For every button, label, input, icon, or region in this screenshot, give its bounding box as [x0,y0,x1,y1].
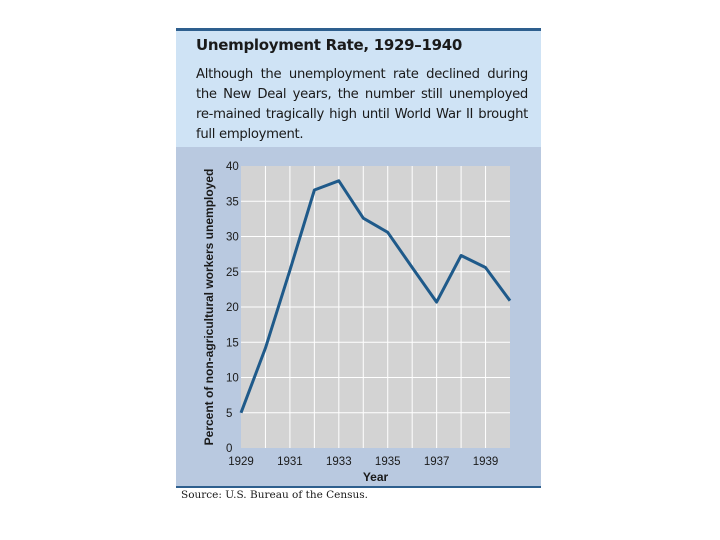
y-axis-label: Percent of non-agricultural workers unem… [202,169,216,446]
source-note: Source: U.S. Bureau of the Census. [181,489,369,501]
x-tick-label: 1931 [277,456,303,468]
y-tick-label: 20 [226,302,239,314]
y-tick-label: 0 [226,443,232,455]
x-axis-label: Year [363,470,389,484]
y-axis-ticks: 0 5 10 15 20 25 30 35 40 [226,161,239,455]
caption-box: Unemployment Rate, 1929–1940 Although th… [176,31,541,147]
x-tick-label: 1935 [375,456,401,468]
x-tick-label: 1939 [473,456,499,468]
chart-subtitle: Although the unemployment rate declined … [196,67,528,142]
x-tick-label: 1937 [424,456,450,468]
chart-title: Unemployment Rate, 1929–1940 [196,36,463,54]
y-tick-label: 35 [226,196,239,208]
y-tick-label: 25 [226,267,239,279]
y-tick-label: 40 [226,161,239,173]
y-tick-label: 10 [226,373,239,385]
grid [241,166,510,448]
y-tick-label: 15 [226,337,239,349]
line-chart: 0 5 10 15 20 25 30 35 40 1929 1931 1933 1935 1937 193… [202,161,512,484]
chart-figure: Unemployment Rate, 1929–1940 Although th… [176,28,541,488]
y-tick-label: 30 [226,232,239,244]
x-tick-label: 1933 [326,456,352,468]
series-line [239,179,512,414]
y-tick-label: 5 [226,408,232,420]
x-tick-label: 1929 [228,456,254,468]
x-axis-ticks: 1929 1931 1933 1935 1937 1939 [228,456,498,468]
